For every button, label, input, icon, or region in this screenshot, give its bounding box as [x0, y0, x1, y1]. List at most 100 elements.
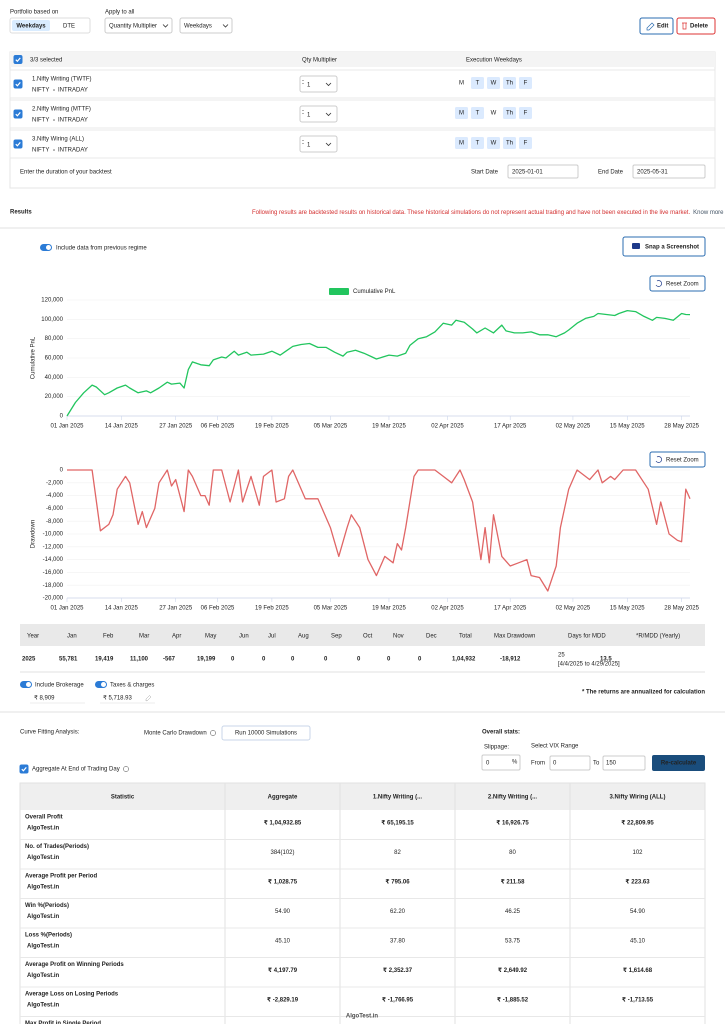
column-header: Statistic [111, 795, 135, 801]
edit-icon [646, 22, 655, 31]
slippage-input[interactable] [481, 754, 521, 771]
qty-select[interactable] [299, 135, 338, 153]
button-label[interactable]: Delete [690, 24, 709, 30]
checkbox[interactable] [13, 79, 23, 89]
input-value: 0 [553, 761, 557, 767]
weekday-label[interactable]: Th [506, 111, 513, 117]
y-tick-label: -6,000 [46, 506, 64, 512]
weekday-button[interactable] [471, 77, 484, 89]
checkbox[interactable] [13, 55, 23, 64]
button-label[interactable]: Edit [657, 24, 668, 30]
segment-option[interactable]: DTE [63, 24, 75, 30]
strategy-underlying: NIFTY [32, 148, 49, 154]
reset-zoom-button[interactable] [649, 275, 706, 292]
spinner-icon [301, 139, 305, 145]
column-header: May [205, 634, 216, 640]
notice-link[interactable]: Know more [693, 210, 724, 216]
cell: 19,199 [197, 657, 216, 663]
weekday-button[interactable] [471, 137, 484, 149]
weekday-label[interactable]: W [491, 81, 497, 87]
x-tick-label: 27 Jan 2025 [159, 606, 193, 612]
weekday-button[interactable] [519, 137, 532, 149]
weekday-label[interactable]: M [459, 111, 464, 117]
weekday-button[interactable] [487, 77, 500, 89]
weekday-button[interactable] [503, 77, 516, 89]
toggle-label: Include Brokerage [35, 683, 84, 689]
button-label[interactable]: Re-calculate [661, 761, 697, 767]
delete-button[interactable] [676, 17, 716, 35]
row-label: No. of Trades(Periods) [25, 844, 89, 850]
cell: 0 [387, 657, 391, 663]
weekday-label[interactable]: M [459, 81, 464, 87]
reset-zoom-button[interactable] [649, 451, 706, 468]
weekday-button[interactable] [455, 137, 468, 149]
weekday-label[interactable]: T [476, 111, 480, 117]
series-line [66, 309, 691, 417]
cell: ₹ 223.63 [625, 879, 650, 886]
column-header: Total [459, 634, 472, 640]
x-tick-label: 28 May 2025 [664, 424, 699, 430]
header-label: 3/3 selected [30, 58, 62, 64]
select[interactable] [104, 17, 173, 34]
recalculate-button[interactable] [652, 755, 705, 771]
y-tick-label: -10,000 [43, 532, 64, 538]
qty-select[interactable] [299, 75, 338, 93]
column-header: Oct [363, 634, 373, 640]
segment-selected[interactable] [12, 20, 50, 31]
x-tick-label: 01 Jan 2025 [50, 424, 84, 430]
cell: ₹ 1,04,932.85 [264, 820, 302, 827]
segment-option[interactable]: Weekdays [16, 24, 46, 30]
y-tick-label: -4,000 [46, 493, 64, 499]
button-label[interactable]: Snap a Screenshot [645, 245, 699, 251]
strategy-product: INTRADAY [58, 88, 88, 94]
weekday-label[interactable]: F [524, 141, 528, 147]
run-button[interactable] [221, 725, 311, 741]
weekday-button[interactable] [471, 107, 484, 119]
weekday-label[interactable]: Th [506, 81, 513, 87]
strategy-underlying: NIFTY [32, 88, 49, 94]
amount: ₹ 8,909 [34, 695, 55, 702]
qty-select[interactable] [299, 105, 338, 123]
weekday-label[interactable]: W [491, 141, 497, 147]
checkbox[interactable] [13, 109, 23, 119]
cell: 11,100 [130, 657, 149, 663]
weekday-label[interactable]: F [524, 111, 528, 117]
cell: 384(102) [270, 850, 294, 856]
select[interactable] [179, 17, 233, 34]
strategy-product: INTRADAY [58, 118, 88, 124]
weekday-label[interactable]: T [476, 81, 480, 87]
date-input[interactable] [632, 164, 706, 179]
x-tick-label: 02 Apr 2025 [431, 606, 464, 612]
select-value: Quantity Multiplier [109, 24, 157, 30]
weekday-button[interactable] [455, 107, 468, 119]
weekday-label[interactable]: T [476, 141, 480, 147]
weekday-button[interactable] [503, 107, 516, 119]
weekday-label[interactable]: F [524, 81, 528, 87]
label: Select VIX Range [531, 744, 579, 750]
check-icon [15, 82, 21, 87]
weekday-button[interactable] [519, 107, 532, 119]
to-input[interactable] [602, 755, 646, 771]
date-input[interactable] [507, 164, 579, 179]
cell: 19,419 [95, 657, 114, 663]
cell: 0 [262, 657, 266, 663]
button-label[interactable]: Reset Zoom [666, 458, 699, 464]
checkbox[interactable] [13, 139, 23, 149]
weekday-button[interactable] [503, 137, 516, 149]
checkbox[interactable] [19, 764, 29, 774]
weekday-label[interactable]: Th [506, 141, 513, 147]
y-tick-label: 80,000 [45, 336, 64, 342]
cell: ₹ 22,809.95 [621, 820, 654, 827]
column-header: 2.Nifty Writing (... [488, 795, 538, 801]
from-input[interactable] [549, 755, 591, 771]
button-label[interactable]: Reset Zoom [666, 282, 699, 288]
snapshot-button[interactable] [622, 236, 706, 257]
cell: -567 [163, 657, 176, 663]
y-tick-label: 40,000 [45, 375, 64, 381]
chevron-icon [222, 24, 229, 28]
weekday-label[interactable]: W [491, 111, 497, 117]
button-label[interactable]: Run 10000 Simulations [235, 731, 297, 737]
weekday-label[interactable]: M [459, 141, 464, 147]
weekday-button[interactable] [519, 77, 532, 89]
weekday-button[interactable] [487, 137, 500, 149]
